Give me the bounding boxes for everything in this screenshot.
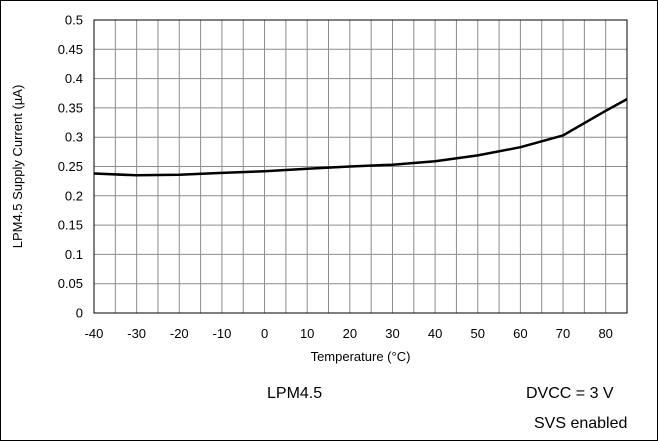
y-tick-label: 0.25 — [58, 159, 83, 174]
x-tick-label: 0 — [261, 326, 268, 341]
x-tick-label: 10 — [300, 326, 314, 341]
y-tick-label: 0.35 — [58, 100, 83, 115]
y-tick-label: 0 — [76, 306, 83, 321]
x-tick-labels: -40 -30 -20 -10 0 10 20 30 40 50 60 70 80 — [85, 326, 613, 341]
x-tick-label: -40 — [85, 326, 104, 341]
horizontal-gridlines — [94, 48, 627, 285]
plot-area-border — [93, 19, 628, 314]
y-tick-label: 0.45 — [58, 42, 83, 57]
x-tick-label: -10 — [213, 326, 232, 341]
x-tick-label: 80 — [598, 326, 612, 341]
x-tick-label: 30 — [385, 326, 399, 341]
x-tick-label: 70 — [556, 326, 570, 341]
x-tick-label: 20 — [343, 326, 357, 341]
y-tick-labels: 0 0.05 0.1 0.15 0.2 0.25 0.3 0.35 0.4 0.45 0.5 — [58, 13, 83, 321]
series-lines — [93, 98, 628, 177]
x-tick-label: -20 — [170, 326, 189, 341]
x-tick-label: 40 — [428, 326, 442, 341]
series-line — [93, 98, 628, 177]
y-tick-label: 0.15 — [58, 218, 83, 233]
x-tick-label: 50 — [471, 326, 485, 341]
x-axis-title: Temperature (°C) — [311, 349, 411, 364]
y-tick-label: 0.05 — [58, 276, 83, 291]
x-tick-label: 60 — [513, 326, 527, 341]
y-tick-label: 0.3 — [65, 130, 83, 145]
y-tick-label: 0.1 — [65, 247, 83, 262]
svs-label: SVS enabled — [534, 415, 628, 432]
voltage-label: DVCC = 3 V — [526, 385, 614, 402]
y-tick-label: 0.5 — [65, 13, 83, 28]
x-tick-label: -30 — [127, 326, 146, 341]
y-tick-label: 0.2 — [65, 188, 83, 203]
y-axis-title: LPM4.5 Supply Current (µA) — [10, 85, 25, 249]
y-tick-label: 0.4 — [65, 71, 83, 86]
mode-label: LPM4.5 — [267, 385, 323, 402]
